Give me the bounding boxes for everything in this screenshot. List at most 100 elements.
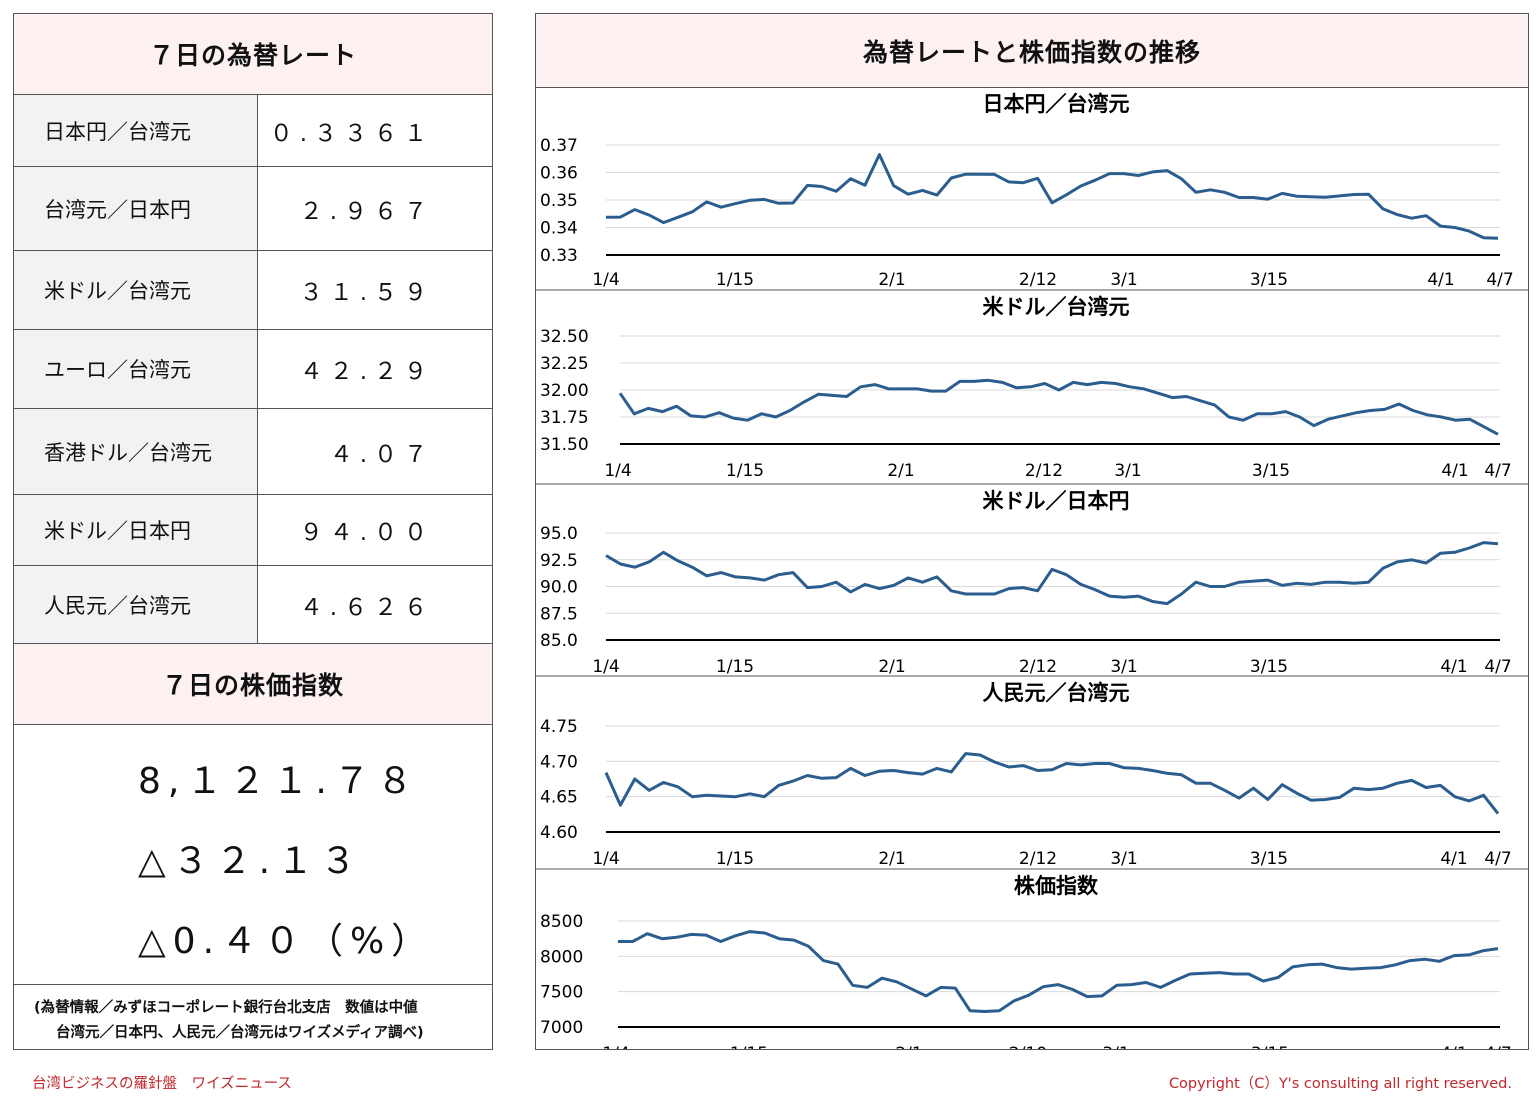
stock-index-change-pct: △0.４０（%） — [138, 921, 435, 962]
stock-index-value: 8,１２１.７８ — [138, 761, 420, 802]
x-tick-label: 2/10 — [1009, 1044, 1047, 1049]
x-tick-label: 2/12 — [1025, 461, 1063, 481]
charts-panel: 為替レートと株価指数の推移 日本円／台湾元 0.37 0.36 0.35 0.34 0.3… — [535, 13, 1529, 1050]
x-tick-label: 2/1 — [878, 657, 905, 677]
y-tick-label: 0.37 — [540, 136, 578, 156]
series-line — [618, 930, 1499, 1013]
x-tick-label: 3/1 — [1110, 270, 1137, 290]
rate-label: 米ドル／日本円 — [14, 495, 258, 565]
y-tick-label: 90.0 — [540, 578, 578, 598]
x-tick-label: 4/1 — [1440, 657, 1467, 677]
x-tick-label: 4/1 — [1440, 849, 1467, 869]
chart-title: 米ドル／台湾元 — [983, 295, 1130, 319]
x-tick-label: 3/15 — [1250, 849, 1288, 869]
x-tick-label: 4/1 — [1441, 461, 1468, 481]
x-tick-label: 3/1 — [1102, 1044, 1129, 1049]
y-tick-label: 32.50 — [540, 327, 589, 347]
y-tick-label: 87.5 — [540, 604, 578, 624]
x-tick-label: 1/15 — [716, 849, 754, 869]
x-tick-label: 1/15 — [716, 657, 754, 677]
y-tick-label: 0.36 — [540, 164, 578, 184]
x-tick-label: 1/15 — [716, 270, 754, 290]
x-tick-label: 1/4 — [592, 270, 619, 290]
rate-label: ユーロ／台湾元 — [14, 330, 258, 408]
source-note-line2: 台湾元／日本円、人民元／台湾元はワイズメディア調べ) — [56, 1025, 424, 1041]
y-tick-label: 85.0 — [540, 631, 578, 651]
x-tick-label: 3/1 — [1110, 657, 1137, 677]
footer-copyright: Copyright（C）Y's consulting all right res… — [1168, 1076, 1512, 1092]
rate-row: 日本円／台湾元 ０.３３６１ — [14, 94, 492, 166]
x-tick-label: 1/4 — [592, 657, 619, 677]
x-tick-label: 4/7 — [1486, 270, 1513, 290]
source-note-line1: (為替情報／みずほコーポレート銀行台北支店 数値は中値 — [34, 1000, 418, 1016]
x-tick-label: 3/1 — [1114, 461, 1141, 481]
charts-panel-title: 為替レートと株価指数の推移 — [536, 14, 1528, 88]
y-tick-label: 8000 — [540, 947, 583, 967]
y-tick-label: 4.75 — [540, 717, 578, 737]
footer-brand: 台湾ビジネスの羅針盤 ワイズニュース — [32, 1076, 292, 1092]
y-tick-label: 7000 — [540, 1018, 583, 1038]
x-tick-label: 3/1 — [1110, 849, 1137, 869]
x-tick-label: 3/15 — [1251, 1044, 1289, 1049]
x-tick-label: 4/1 — [1427, 270, 1454, 290]
y-tick-label: 4.70 — [540, 752, 578, 772]
x-tick-label: 3/15 — [1252, 461, 1290, 481]
y-tick-label: 0.34 — [540, 219, 578, 239]
x-tick-label: 3/15 — [1250, 270, 1288, 290]
y-tick-label: 32.25 — [540, 354, 589, 374]
chart-title: 株価指数 — [1014, 874, 1099, 898]
rate-row: 台湾元／日本円 ２.９６７ — [14, 166, 492, 250]
x-tick-label: 1/4 — [604, 461, 631, 481]
rate-value: ３１.５９ — [299, 280, 434, 306]
rate-label: 香港ドル／台湾元 — [14, 409, 258, 494]
x-tick-label: 1/4 — [592, 849, 619, 869]
chart-title: 日本円／台湾元 — [983, 92, 1130, 116]
rate-label: 米ドル／台湾元 — [14, 251, 258, 329]
rate-row: ユーロ／台湾元 ４２.２９ — [14, 329, 492, 408]
x-tick-label: 1/15 — [726, 461, 764, 481]
x-tick-label: 4/7 — [1484, 1044, 1511, 1049]
y-tick-label: 31.75 — [540, 408, 589, 428]
x-tick-label: 2/1 — [887, 461, 914, 481]
rate-value: ２.９６７ — [299, 198, 434, 225]
rate-value: ４２.２９ — [299, 359, 434, 385]
rate-label: 日本円／台湾元 — [14, 95, 258, 166]
x-tick-label: 3/15 — [1250, 657, 1288, 677]
y-tick-label: 95.0 — [540, 524, 578, 544]
rate-label: 台湾元／日本円 — [14, 167, 258, 250]
x-tick-label: 4/1 — [1440, 1044, 1467, 1049]
chart-title: 米ドル／日本円 — [983, 489, 1130, 513]
x-tick-label: 2/12 — [1019, 270, 1057, 290]
y-tick-label: 4.65 — [540, 788, 578, 808]
y-tick-label: 0.35 — [540, 191, 578, 211]
x-tick-label: 1/15 — [730, 1044, 768, 1049]
y-tick-label: 31.50 — [540, 435, 589, 455]
x-tick-label: 4/7 — [1484, 657, 1511, 677]
stock-panel-title: ７日の株価指数 — [14, 644, 492, 725]
rate-row: 香港ドル／台湾元 ４.０７ — [14, 408, 492, 494]
series-line — [604, 752, 1500, 815]
y-tick-label: 7500 — [540, 983, 583, 1003]
rate-row: 人民元／台湾元 ４.６２６ — [14, 565, 492, 643]
rate-row: 米ドル／台湾元 ３１.５９ — [14, 250, 492, 329]
rates-panel-title: ７日の為替レート — [14, 14, 492, 94]
y-tick-label: 92.5 — [540, 551, 578, 571]
x-tick-label: 1/4 — [602, 1044, 629, 1049]
rates-panel: ７日の為替レート 日本円／台湾元 ０.３３６１ 台湾元／日本円 ２.９６７ 米ドル／台湾… — [13, 13, 493, 644]
x-tick-label: 2/1 — [878, 270, 905, 290]
y-tick-label: 32.00 — [540, 381, 589, 401]
rate-value: ４.０７ — [329, 441, 434, 468]
series-line — [605, 153, 1499, 240]
rate-value: ９４.００ — [299, 520, 434, 546]
series-line — [618, 378, 1499, 436]
rate-row: 米ドル／日本円 ９４.００ — [14, 494, 492, 565]
rate-value: ４.６２６ — [299, 594, 434, 621]
x-tick-label: 2/12 — [1019, 849, 1057, 869]
x-tick-label: 2/12 — [1019, 657, 1057, 677]
y-tick-label: 0.33 — [540, 246, 578, 266]
x-tick-label: 2/1 — [895, 1044, 922, 1049]
stock-index-change: △３２.１３ — [138, 841, 364, 882]
chart-title: 人民元／台湾元 — [983, 681, 1130, 705]
x-tick-label: 2/1 — [878, 849, 905, 869]
y-tick-label: 8500 — [540, 912, 583, 932]
